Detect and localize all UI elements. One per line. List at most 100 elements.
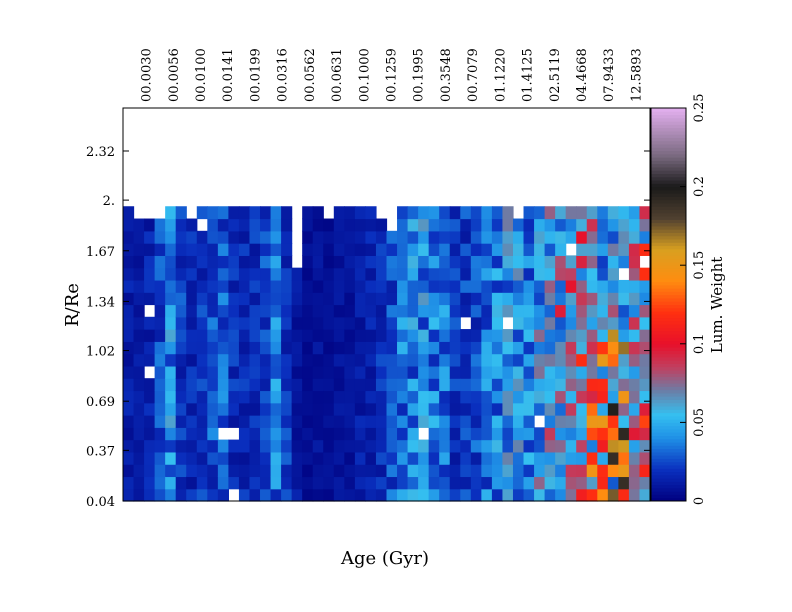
heatmap-cell	[565, 390, 577, 404]
heatmap-cell	[576, 243, 588, 256]
heatmap-cell	[607, 402, 619, 416]
heatmap-cell	[449, 476, 461, 490]
heatmap-cell	[428, 316, 440, 330]
heatmap-cell	[354, 218, 367, 232]
heatmap-cell	[249, 402, 261, 416]
heatmap-cell	[428, 476, 440, 490]
colorbar-band	[651, 340, 686, 345]
y-tick-label: 2.32	[86, 145, 115, 160]
heatmap-cell	[397, 304, 409, 318]
heatmap-cell	[260, 390, 272, 404]
heatmap-cell	[544, 267, 556, 281]
heatmap-cell	[481, 427, 493, 441]
heatmap-cell	[428, 218, 440, 232]
heatmap-cell	[375, 279, 388, 293]
heatmap-cell	[544, 415, 556, 428]
heatmap-cell	[260, 476, 272, 490]
heatmap-cell	[291, 341, 303, 355]
heatmap-cell	[302, 353, 314, 367]
heatmap-cell	[270, 365, 282, 379]
colorbar-band	[651, 307, 686, 312]
heatmap-cell	[312, 230, 324, 244]
heatmap-cell	[281, 464, 293, 478]
heatmap-cell	[439, 292, 451, 306]
heatmap-cell	[618, 353, 630, 367]
colorbar-band	[651, 478, 686, 482]
heatmap-cell	[165, 279, 177, 293]
heatmap-cell	[418, 439, 430, 453]
colorbar-band	[651, 497, 686, 502]
heatmap-cell	[502, 243, 514, 256]
heatmap-cell	[344, 390, 356, 404]
heatmap-cell	[154, 378, 166, 392]
heatmap-cell	[196, 206, 208, 220]
heatmap-cell	[270, 329, 282, 342]
heatmap-cell	[576, 279, 588, 293]
heatmap-cell	[491, 488, 504, 502]
heatmap-cell	[333, 365, 345, 379]
heatmap-cell	[418, 365, 430, 379]
heatmap-cell	[586, 243, 598, 256]
heatmap-cell	[207, 402, 219, 416]
heatmap-cell	[502, 390, 514, 404]
colorbar-band	[651, 170, 686, 174]
heatmap-cell	[270, 243, 282, 256]
heatmap-cell	[354, 279, 367, 293]
heatmap-cell	[260, 341, 272, 355]
heatmap-cell	[133, 267, 145, 281]
heatmap-cell	[502, 292, 514, 306]
heatmap-cell	[523, 378, 535, 392]
heatmap-cell	[154, 439, 166, 453]
heatmap-cell	[175, 206, 187, 220]
heatmap-cell	[397, 353, 409, 367]
heatmap-cell	[470, 402, 482, 416]
heatmap-cell	[365, 292, 377, 306]
heatmap-cell	[534, 353, 546, 367]
heatmap-cell	[154, 218, 166, 232]
heatmap-cell	[365, 255, 377, 269]
heatmap-cell	[302, 451, 314, 465]
heatmap-cell	[333, 353, 345, 367]
heatmap-cell	[312, 255, 324, 269]
colorbar-band	[651, 166, 686, 171]
heatmap-cell	[491, 292, 504, 306]
heatmap-cell	[576, 341, 588, 355]
heatmap-cell	[238, 415, 251, 428]
heatmap-cell	[544, 255, 556, 269]
heatmap-cell	[544, 243, 556, 256]
heatmap-cell	[375, 390, 388, 404]
heatmap-cell	[249, 378, 261, 392]
heatmap-cell	[470, 267, 482, 281]
heatmap-cell	[544, 402, 556, 416]
colorbar-band	[651, 432, 686, 436]
heatmap-cell	[228, 279, 240, 293]
heatmap-cell	[375, 365, 388, 379]
heatmap-cell	[597, 415, 609, 428]
colorbar-band	[651, 209, 686, 214]
heatmap-cell	[470, 218, 482, 232]
heatmap-cell	[154, 390, 166, 404]
heatmap-cell	[270, 341, 282, 355]
heatmap-cell	[565, 218, 577, 232]
heatmap-cell	[565, 230, 577, 244]
heatmap-cell	[238, 488, 251, 502]
heatmap-cell	[607, 365, 619, 379]
heatmap-cell	[555, 402, 567, 416]
heatmap-cell	[207, 476, 219, 490]
heatmap-cell	[449, 427, 461, 441]
heatmap-cell	[407, 402, 419, 416]
heatmap-cell	[270, 488, 282, 502]
heatmap-cell	[196, 427, 208, 441]
heatmap-cell	[312, 218, 324, 232]
colorbar	[651, 108, 686, 502]
heatmap-cell	[228, 329, 240, 342]
colorbar-band	[651, 235, 686, 240]
heatmap-cell	[397, 488, 409, 502]
heatmap-cell	[607, 304, 619, 318]
heatmap-cell	[618, 230, 630, 244]
heatmap-cell	[418, 464, 430, 478]
heatmap-cell	[281, 243, 293, 256]
heatmap-cell	[260, 378, 272, 392]
heatmap-cell	[565, 353, 577, 367]
colorbar-band	[651, 448, 686, 453]
